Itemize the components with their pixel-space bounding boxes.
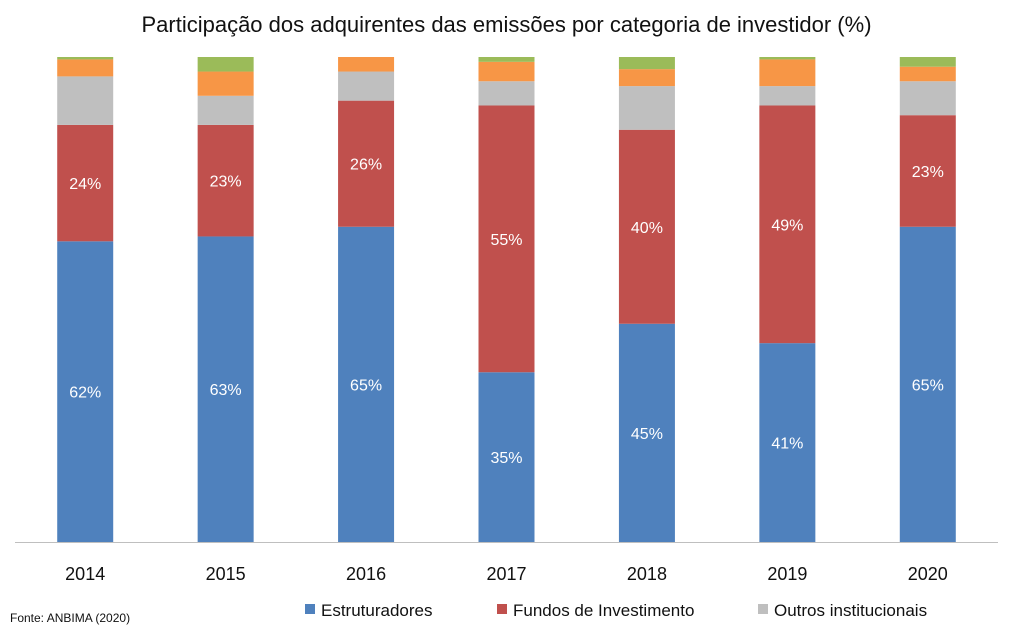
bar-segment-2014-series-1 xyxy=(57,124,114,242)
legend-label-0: Estruturadores xyxy=(321,601,433,620)
data-label-2016-series-1: 26% xyxy=(350,157,382,174)
bar-segment-2017-series-4 xyxy=(478,57,535,62)
legend: Estruturadores Fundos de Investimento Outr… xyxy=(305,601,927,620)
source-note: Fonte: ANBIMA (2020) xyxy=(10,611,131,625)
bar-segment-2018-series-2 xyxy=(618,86,675,130)
bar-segment-2019-series-1 xyxy=(759,105,816,344)
bar-segment-2019-series-0 xyxy=(759,343,816,542)
data-label-2018-series-1: 40% xyxy=(631,220,663,237)
bar-segment-2014-series-4 xyxy=(57,57,114,60)
x-tick-label-2015: 2015 xyxy=(206,564,246,584)
bar-segment-2020-series-3 xyxy=(899,66,956,82)
bar-segment-2019-series-4 xyxy=(759,57,816,60)
data-label-2019-series-1: 49% xyxy=(771,217,803,234)
data-label-2018-series-0: 45% xyxy=(631,426,663,443)
bar-segment-2019-series-2 xyxy=(759,86,816,106)
data-label-2014-series-0: 62% xyxy=(69,385,101,402)
bar-segment-2016-series-3 xyxy=(338,57,395,72)
bar-segment-2016-series-1 xyxy=(338,100,395,227)
x-tick-label-2016: 2016 xyxy=(346,564,386,584)
bar-segment-2015-series-1 xyxy=(197,124,254,237)
segment-labels-group: 62% 24% 63% 23% 65% 26% 35% 55% 45% 40% 41% 49% 65% 2… xyxy=(69,157,944,467)
bar-segment-2018-series-4 xyxy=(618,57,675,70)
data-label-2017-series-1: 55% xyxy=(490,232,522,249)
bar-segment-2020-series-2 xyxy=(899,81,956,116)
bar-segment-2017-series-2 xyxy=(478,81,535,106)
data-label-2020-series-0: 65% xyxy=(912,377,944,394)
bars-group xyxy=(57,57,956,543)
bar-segment-2015-series-3 xyxy=(197,71,254,96)
x-tick-label-2018: 2018 xyxy=(627,564,667,584)
data-label-2015-series-1: 23% xyxy=(210,174,242,191)
data-label-2015-series-0: 63% xyxy=(210,382,242,399)
data-label-2017-series-0: 35% xyxy=(490,450,522,467)
bar-segment-2020-series-4 xyxy=(899,57,956,67)
bar-segment-2018-series-0 xyxy=(618,323,675,542)
bar-segment-2019-series-3 xyxy=(759,59,816,87)
data-label-2014-series-1: 24% xyxy=(69,176,101,193)
legend-swatch-1 xyxy=(497,604,507,614)
bar-segment-2020-series-1 xyxy=(899,115,956,227)
bar-segment-2015-series-0 xyxy=(197,236,254,542)
bar-segment-2016-series-0 xyxy=(338,226,395,542)
legend-label-2: Outros institucionais xyxy=(774,601,927,620)
x-tick-label-2014: 2014 xyxy=(65,564,105,584)
x-tick-labels-group: 2014 2015 2016 2017 2018 2019 2020 xyxy=(65,564,948,584)
x-tick-label-2020: 2020 xyxy=(908,564,948,584)
bar-segment-2015-series-4 xyxy=(197,57,254,72)
bar-segment-2020-series-0 xyxy=(899,226,956,542)
bar-segment-2018-series-3 xyxy=(618,69,675,87)
bar-segment-2017-series-3 xyxy=(478,61,535,82)
legend-swatch-2 xyxy=(758,604,768,614)
legend-swatch-0 xyxy=(305,604,315,614)
bar-segment-2015-series-2 xyxy=(197,95,254,125)
x-tick-label-2019: 2019 xyxy=(767,564,807,584)
bar-segment-2018-series-1 xyxy=(618,129,675,324)
data-label-2019-series-0: 41% xyxy=(771,436,803,453)
bar-segment-2017-series-1 xyxy=(478,105,535,373)
legend-label-1: Fundos de Investimento xyxy=(513,601,694,620)
data-label-2020-series-1: 23% xyxy=(912,164,944,181)
bar-segment-2014-series-2 xyxy=(57,76,114,125)
bar-segment-2017-series-0 xyxy=(478,372,535,542)
data-label-2016-series-0: 65% xyxy=(350,377,382,394)
bar-segment-2014-series-0 xyxy=(57,241,114,543)
chart-title: Participação dos adquirentes das emissõe… xyxy=(141,12,872,37)
bar-segment-2016-series-2 xyxy=(338,71,395,101)
bar-segment-2014-series-3 xyxy=(57,59,114,77)
x-tick-label-2017: 2017 xyxy=(486,564,526,584)
